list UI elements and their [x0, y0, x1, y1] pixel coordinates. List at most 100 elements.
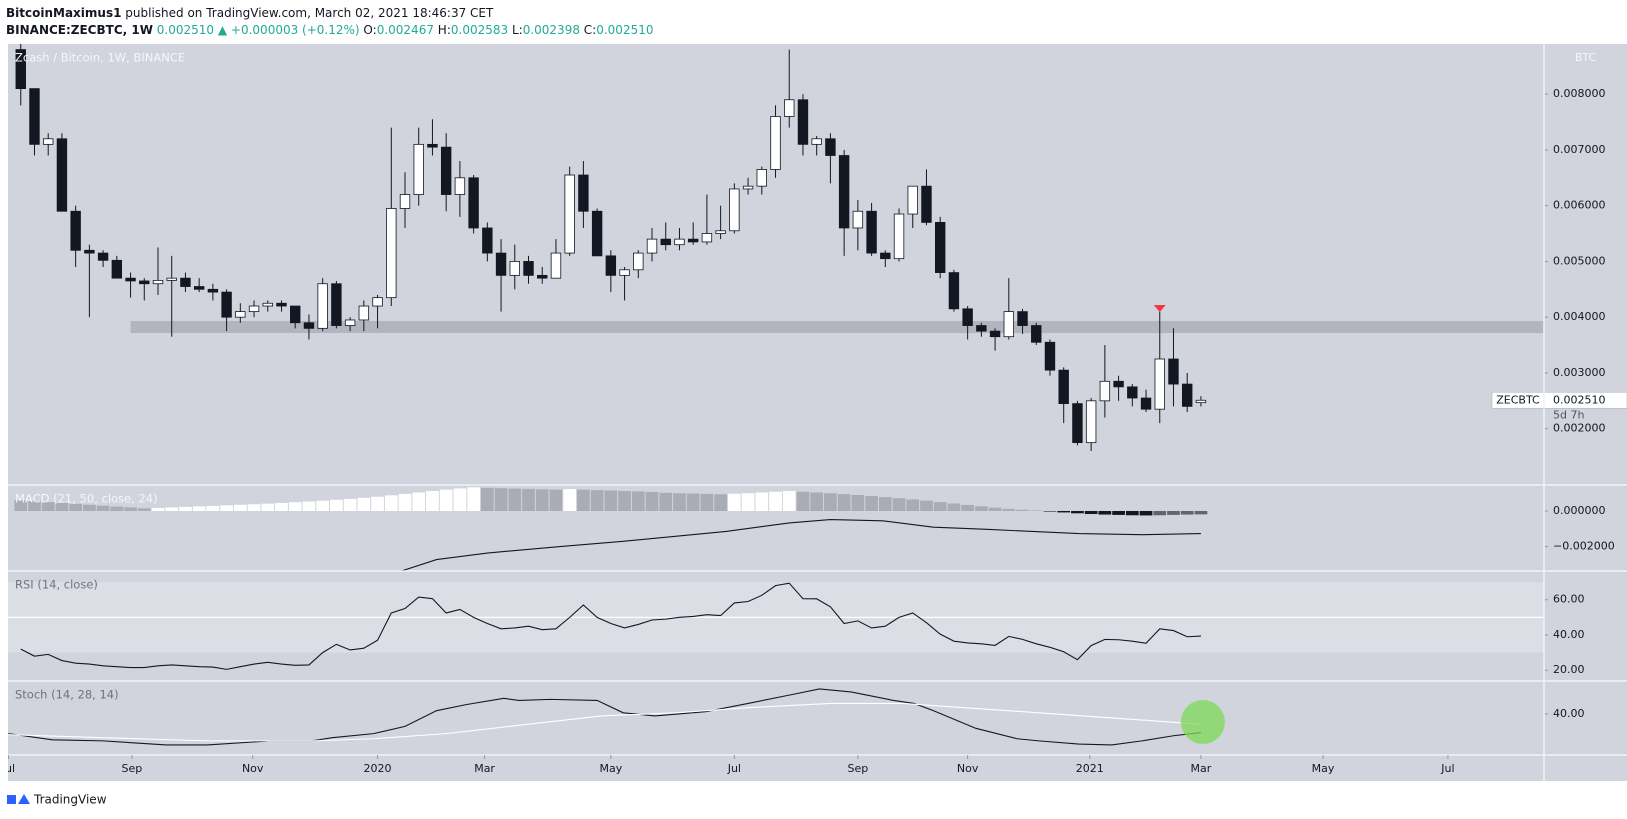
macd-histogram-bar [920, 500, 933, 511]
macd-histogram-bar [714, 494, 727, 511]
y-tick-label: 60.00 [1553, 593, 1585, 606]
macd-histogram-bar [330, 499, 343, 511]
macd-histogram-bar [69, 503, 83, 511]
macd-histogram-bar [1084, 510, 1098, 515]
y-tick-label: 0.006000 [1553, 199, 1606, 212]
candle-body [29, 88, 40, 145]
candle-body [1182, 383, 1193, 407]
macd-histogram-bar [892, 498, 906, 511]
y-tick-label: 0.000000 [1553, 504, 1606, 517]
macd-histogram-bar [288, 502, 302, 511]
macd-histogram-bar [220, 505, 233, 511]
pane-title: RSI (14, close) [15, 578, 98, 592]
candle-body [1140, 397, 1152, 410]
candle-body [276, 302, 287, 307]
macd-histogram-bar [1016, 509, 1029, 511]
macd-histogram-bar [439, 489, 453, 511]
macd-histogram-bar [275, 502, 288, 511]
macd-histogram-bar [124, 507, 137, 511]
pane [8, 688, 1201, 746]
macd-histogram-bar [398, 493, 412, 511]
x-tick-label: Jul [727, 762, 741, 775]
macd-histogram-bar [412, 492, 426, 511]
macd-histogram-bar [1002, 508, 1016, 511]
highlight [1180, 700, 1225, 744]
macd-histogram-bar [41, 502, 55, 511]
macd-histogram-bar [1125, 510, 1139, 516]
macd-histogram-bar [782, 491, 796, 511]
macd-histogram-bar [357, 497, 371, 511]
macd-histogram-bar [467, 487, 480, 511]
macd-histogram-bar [865, 496, 878, 511]
ohlc-value: 0.002510 [596, 23, 653, 37]
macd-histogram-bar [878, 497, 892, 511]
change: ▲ +0.000003 (+0.12%) [218, 23, 360, 37]
macd-histogram-bar [384, 495, 398, 511]
symbol: BINANCE:ZECBTC, 1W [6, 23, 153, 37]
candle-body [180, 277, 191, 287]
macd-histogram-bar [316, 500, 330, 511]
countdown: 5d 7h [1553, 408, 1584, 421]
candle-body [797, 99, 809, 145]
candle-body [70, 210, 81, 251]
candle-body [1127, 386, 1138, 399]
candle-body [976, 325, 987, 332]
candle-body [1031, 325, 1042, 343]
macd-histogram-bar [83, 504, 96, 511]
y-tick-label: 0.004000 [1553, 310, 1606, 323]
candle-body [729, 188, 740, 232]
candle-body [1168, 358, 1179, 385]
candle-body [1003, 311, 1015, 338]
pane [15, 44, 1544, 451]
x-tick-label: Jul [1440, 762, 1454, 775]
x-tick-label: 2021 [1076, 762, 1104, 775]
candle-body [934, 222, 946, 273]
publish-line: BitcoinMaximus1 published on TradingView… [6, 6, 494, 20]
y-tick-label: −0.002000 [1553, 540, 1615, 553]
macd-histogram-bar [14, 500, 28, 511]
candle-body [687, 238, 699, 243]
macd-histogram-bar [1167, 510, 1180, 515]
x-tick-label: Nov [242, 762, 264, 775]
candle-body [1044, 341, 1056, 371]
x-tick-label: 2020 [364, 762, 392, 775]
x-tick-label: Nov [957, 762, 979, 775]
macd-histogram-bar [1112, 510, 1125, 515]
line [20, 582, 1201, 670]
y-tick-label: 20.00 [1553, 663, 1585, 676]
candle-body [962, 308, 973, 326]
time-axis: Jul Sep Nov 2020 Mar May Jul Sep Nov 2021 Mar May Ju… [8, 755, 1455, 775]
macd-histogram-bar [1180, 510, 1194, 515]
candle-body [303, 322, 315, 329]
y-tick-label: 0.005000 [1553, 254, 1606, 267]
candle-body [550, 252, 562, 279]
candle-body [1058, 369, 1069, 405]
candle-body [331, 283, 342, 326]
macd-histogram-bar [55, 502, 69, 511]
macd-histogram-bar [659, 492, 673, 511]
macd-histogram-bar [426, 491, 439, 511]
macd-histogram-bar [1029, 510, 1043, 511]
macd-histogram-bar [590, 490, 604, 511]
candle-body [111, 259, 123, 279]
candle-body [248, 305, 260, 313]
macd-histogram-bar [165, 507, 179, 511]
candle-body [482, 227, 493, 254]
pane-title: Zcash / Bitcoin, 1W, BINANCE [15, 51, 185, 65]
candle-body [770, 116, 781, 170]
ohlc-value: 0.002583 [451, 23, 508, 37]
macd-histogram-bar [28, 501, 41, 511]
last-price-box [1491, 391, 1627, 409]
candle-body [619, 269, 630, 276]
logo: TradingView [7, 793, 107, 807]
candle-body [290, 305, 301, 324]
candle-body [97, 252, 109, 261]
candle-body [674, 238, 685, 246]
candle-body [344, 319, 356, 326]
candle-body [427, 143, 438, 148]
ohlc-label: H: [438, 23, 451, 37]
macd-histogram-bar [343, 498, 357, 511]
candle-body [1154, 358, 1165, 410]
macd-histogram-bar [947, 503, 961, 511]
